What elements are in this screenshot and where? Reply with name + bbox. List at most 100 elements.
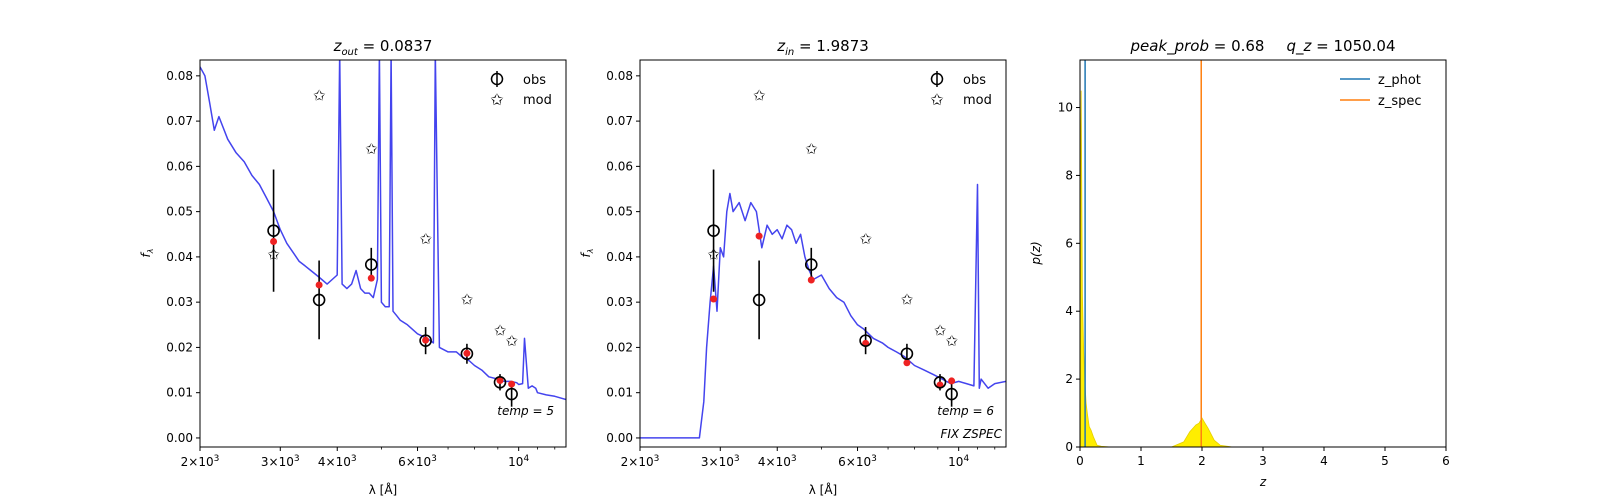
y-tick-label: 0.08 xyxy=(166,69,193,83)
mod-star-point: ✩ xyxy=(505,332,518,350)
x-tick-label: 4×103 xyxy=(318,454,357,469)
model-flux-point xyxy=(807,276,815,284)
mod-star-point: ✩ xyxy=(753,86,766,104)
obs-point xyxy=(460,347,474,361)
y-tick-label: 0.08 xyxy=(606,69,633,83)
y-tick-label: 0.07 xyxy=(606,114,633,128)
y-tick-label: 0.06 xyxy=(166,159,193,173)
y-tick-label: 0.02 xyxy=(166,340,193,354)
legend-mod-label: mod xyxy=(963,93,992,108)
x-tick-label: 104 xyxy=(948,454,969,469)
obs-point xyxy=(312,293,326,307)
model-flux-point xyxy=(463,349,471,357)
legend-mod-label: mod xyxy=(523,93,552,108)
mod-star-point: ✩ xyxy=(461,290,474,308)
model-flux-point xyxy=(755,232,763,240)
mod-star-point: ✩ xyxy=(707,246,720,264)
obs-point xyxy=(752,293,766,307)
obs-point xyxy=(900,347,914,361)
x-tick-label: 3×103 xyxy=(701,454,740,469)
panel-title: zin = 1.9873 xyxy=(776,37,869,58)
obs-point xyxy=(493,375,507,389)
mod-star-point: ✩ xyxy=(805,140,818,158)
legend: obs ✩ mod xyxy=(930,71,992,109)
pz-panel: peak_prob = 0.68 q_z = 1050.04 0 2 4 6 8 10 0 1 2… xyxy=(1029,37,1450,489)
y-tick-label: 8 xyxy=(1065,168,1073,182)
mod-star-point: ✩ xyxy=(934,322,947,340)
x-axis-label: λ [Å] xyxy=(369,482,398,497)
y-tick-label: 0.01 xyxy=(606,386,633,400)
x-tick-label: 4×103 xyxy=(758,454,797,469)
obs-point xyxy=(267,224,280,237)
y-tick-label: 0.01 xyxy=(166,386,193,400)
mod-star-point: ✩ xyxy=(901,290,914,308)
panel-title: zout = 0.0837 xyxy=(333,37,433,58)
mod-star-point: ✩ xyxy=(494,322,507,340)
y-tick-label: 4 xyxy=(1065,304,1073,318)
legend-mod-marker: ✩ xyxy=(490,90,504,109)
x-tick-label: 2×103 xyxy=(621,454,660,469)
x-tick-label: 0 xyxy=(1076,454,1084,468)
x-tick-label: 2×103 xyxy=(181,454,220,469)
mod-star-point: ✩ xyxy=(267,246,280,264)
model-flux-point xyxy=(270,238,278,246)
y-axis-label: fλ xyxy=(579,249,595,258)
fix-zspec-annotation: FIX ZSPEC xyxy=(940,427,1002,441)
y-tick-label: 0.04 xyxy=(606,250,633,264)
y-tick-label: 0.06 xyxy=(606,159,633,173)
y-axis-label: p(z) xyxy=(1029,241,1043,265)
legend-zspec-label: z_spec xyxy=(1378,94,1422,109)
model-flux-point xyxy=(948,377,956,385)
obs-point xyxy=(505,387,518,401)
obs-point xyxy=(364,258,378,271)
x-axis-label: z xyxy=(1259,475,1267,489)
axes-frame xyxy=(1079,59,1447,448)
template-annotation: temp = 5 xyxy=(497,404,554,418)
x-tick-label: 5 xyxy=(1381,454,1389,468)
x-tick-label: 3 xyxy=(1259,454,1267,468)
obs-point xyxy=(859,334,872,347)
y-tick-label: 0.05 xyxy=(166,205,193,219)
model-flux-point xyxy=(903,359,911,367)
model-flux-point xyxy=(315,281,323,289)
mod-star-point: ✩ xyxy=(419,230,432,248)
model-flux-point xyxy=(710,295,718,303)
y-tick-label: 6 xyxy=(1065,236,1073,250)
y-tick-label: 0.04 xyxy=(166,250,193,264)
x-tick-label: 6×103 xyxy=(398,454,437,469)
legend-zphot-label: z_phot xyxy=(1378,73,1421,88)
obs-point xyxy=(707,224,720,237)
mod-star-point: ✩ xyxy=(313,86,326,104)
y-tick-label: 0.03 xyxy=(606,295,633,309)
x-tick-label: 1 xyxy=(1137,454,1145,468)
model-flux-point xyxy=(422,336,430,344)
y-tick-label: 0.00 xyxy=(606,431,633,445)
sed-panel-zin: zin = 1.9873 ✩✩✩✩✩✩✩ 0.000.010.020.030.0… xyxy=(579,37,1007,497)
template-annotation: temp = 6 xyxy=(937,404,994,418)
y-tick-label: 0.02 xyxy=(606,340,633,354)
mod-star-point: ✩ xyxy=(945,332,958,350)
obs-point xyxy=(419,334,432,347)
legend: z_phot z_spec xyxy=(1340,73,1422,109)
panel-title: peak_prob = 0.68 q_z = 1050.04 xyxy=(1129,37,1395,56)
y-tick-label: 0 xyxy=(1065,440,1073,454)
x-tick-label: 2 xyxy=(1198,454,1206,468)
y-axis-label: fλ xyxy=(139,249,155,258)
mod-star-point: ✩ xyxy=(859,230,872,248)
x-axis-label: λ [Å] xyxy=(809,482,838,497)
x-tick-label: 6 xyxy=(1442,454,1450,468)
axes-frame xyxy=(199,59,567,448)
legend-mod-marker: ✩ xyxy=(930,90,944,109)
axes-frame xyxy=(639,59,1007,448)
y-tick-label: 0.05 xyxy=(606,205,633,219)
legend: obs ✩ mod xyxy=(490,71,552,109)
obs-point xyxy=(804,258,818,271)
y-tick-label: 2 xyxy=(1065,372,1073,386)
model-flux-point xyxy=(496,376,504,384)
obs-point xyxy=(945,387,958,401)
pz-distribution-fill xyxy=(1080,90,1385,447)
y-tick-label: 10 xyxy=(1058,101,1073,115)
model-flux-point xyxy=(367,274,375,282)
legend-obs-label: obs xyxy=(963,73,986,88)
